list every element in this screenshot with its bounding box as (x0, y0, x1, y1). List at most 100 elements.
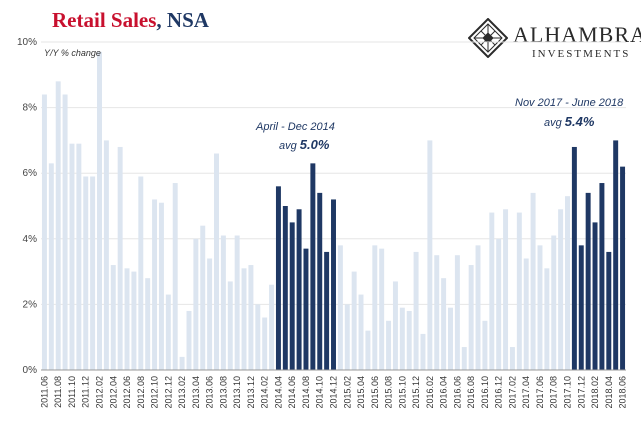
bar-2013.11 (241, 268, 247, 370)
bar-2012.11 (158, 202, 164, 370)
bar-2016.06 (454, 255, 460, 370)
y-axis-label: Y/Y % change (44, 48, 101, 58)
bar-2012.10 (152, 199, 158, 370)
x-tick-label: 2015.06 (370, 376, 380, 409)
bar-2014.01 (255, 304, 261, 370)
bar-2013.08 (220, 235, 226, 370)
x-tick-label: 2017.08 (549, 376, 559, 409)
x-tick-label: 2018.02 (590, 376, 600, 409)
x-tick-label: 2016.08 (466, 376, 476, 409)
bar-2017.12 (578, 245, 584, 370)
bar-2018.06 (620, 166, 626, 370)
x-tick-label: 2015.08 (384, 376, 394, 409)
bar-2015.03 (351, 271, 357, 370)
bar-2015.04 (358, 294, 364, 370)
bar-2012.08 (138, 176, 144, 370)
x-tick-label: 2012.06 (122, 376, 132, 409)
bar-2012.07 (131, 271, 137, 370)
bar-2015.02 (344, 304, 350, 370)
annotation-2018-avg: avg 5.4% (544, 114, 595, 129)
x-tick-label: 2017.10 (563, 376, 573, 409)
bar-2018.01 (585, 192, 591, 370)
x-tick-label: 2018.06 (618, 376, 628, 409)
annotation-2018-period: Nov 2017 - June 2018 (515, 97, 624, 109)
x-tick-label: 2014.04 (273, 376, 283, 409)
x-tick-label: 2012.12 (163, 376, 173, 409)
bar-2011.12 (83, 176, 89, 370)
bar-2013.02 (179, 356, 185, 370)
bar-2012.06 (124, 268, 130, 370)
bar-2015.01 (337, 245, 343, 370)
bar-2014.03 (269, 284, 275, 370)
bar-2016.10 (482, 320, 488, 370)
bar-2012.04 (110, 265, 116, 370)
annotation-2018-avg-label: avg (544, 117, 565, 129)
bar-2011.07 (48, 163, 54, 370)
y-tick-label: 6% (23, 168, 38, 179)
y-tick-label: 8% (23, 103, 38, 114)
bar-2014.09 (310, 163, 316, 370)
x-tick-label: 2011.12 (81, 376, 91, 408)
x-tick-label: 2013.10 (232, 376, 242, 409)
annotation-2018-avg-value: 5.4% (565, 114, 595, 129)
bar-2017.01 (503, 209, 509, 370)
bar-2017.09 (558, 209, 564, 370)
x-tick-label: 2012.04 (108, 376, 118, 409)
x-tick-labels: 2011.06 2011.08 2011.10 2011.12 2012.02 2012.… (39, 376, 627, 409)
bar-2015.05 (365, 330, 371, 370)
x-tick-label: 2012.08 (136, 376, 146, 409)
x-tick-label: 2016.02 (425, 376, 435, 409)
y-tick-label: 2% (23, 299, 38, 310)
x-tick-label: 2014.06 (287, 376, 297, 409)
x-tick-label: 2015.12 (411, 376, 421, 409)
x-tick-label: 2011.10 (67, 376, 77, 408)
y-tick-label: 10% (17, 37, 37, 48)
bar-2013.05 (200, 225, 206, 370)
bar-2016.08 (468, 265, 474, 370)
bar-2017.02 (509, 347, 515, 370)
x-tick-label: 2015.04 (356, 376, 366, 409)
x-tick-label: 2018.04 (604, 376, 614, 409)
chart-title: Retail Sales, NSA (52, 8, 209, 33)
annotation-2014-avg-value: 5.0% (300, 137, 330, 152)
bar-2011.09 (62, 94, 68, 370)
bar-2014.07 (296, 209, 302, 370)
bar-2015.10 (399, 307, 405, 370)
x-tick-label: 2015.02 (342, 376, 352, 409)
bar-2015.07 (379, 248, 385, 370)
bar-2011.08 (55, 81, 61, 371)
x-tick-label: 2011.06 (39, 376, 49, 408)
bar-2013.01 (172, 183, 178, 370)
bar-2017.06 (537, 245, 543, 370)
bar-2015.11 (406, 310, 412, 370)
bar-2013.04 (193, 238, 199, 370)
x-tick-label: 2013.12 (246, 376, 256, 409)
x-tick-label: 2012.02 (95, 376, 105, 409)
bar-2016.01 (420, 333, 426, 370)
x-tick-label: 2013.08 (218, 376, 228, 409)
bar-2013.10 (234, 235, 240, 370)
x-tick-label: 2014.02 (260, 376, 270, 409)
bar-2016.12 (496, 238, 502, 370)
x-tick-label: 2016.06 (452, 376, 462, 409)
x-tick-label: 2016.12 (494, 376, 504, 409)
x-tick-label: 2017.02 (507, 376, 517, 409)
bar-2012.12 (165, 294, 171, 370)
x-tick-label: 2014.12 (329, 376, 339, 409)
bar-2015.09 (392, 281, 398, 370)
bar-2015.08 (386, 320, 392, 370)
bar-2016.04 (441, 278, 447, 370)
bar-2015.12 (413, 251, 419, 370)
x-tick-label: 2016.04 (439, 376, 449, 409)
bar-2018.04 (606, 251, 612, 370)
bar-2012.02 (97, 51, 102, 371)
x-tick-label: 2012.10 (150, 376, 160, 409)
bar-2013.07 (214, 153, 219, 370)
bar-2011.11 (76, 143, 82, 370)
bar-2017.10 (565, 196, 570, 370)
bar-2013.03 (186, 310, 192, 370)
chart-title-suffix: , NSA (156, 8, 209, 32)
bar-2014.04 (275, 186, 281, 370)
bar-2017.08 (551, 235, 557, 370)
